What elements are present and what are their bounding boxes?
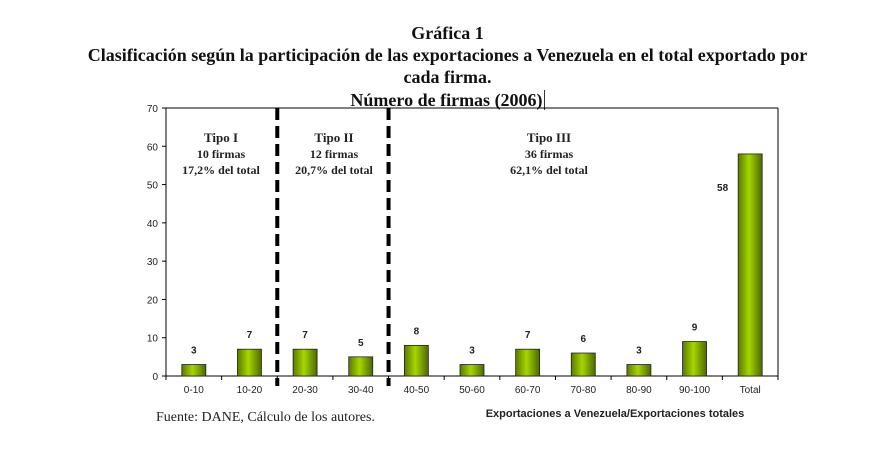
bar-90-100 — [682, 341, 707, 377]
chart-title-line2: cada firma. — [403, 67, 492, 87]
y-tick-label: 20 — [147, 295, 159, 306]
data-label: 3 — [469, 346, 475, 357]
x-tick-label: 30-40 — [348, 385, 374, 396]
x-tick-label: 0-10 — [184, 385, 204, 396]
y-tick-label: 0 — [152, 372, 158, 383]
data-label: 58 — [717, 183, 729, 194]
group-annotation: 36 firmas — [525, 147, 574, 161]
source-note: Fuente: DANE, Cálculo de los autores. — [156, 410, 375, 425]
x-tick-label: 80-90 — [626, 385, 652, 396]
x-tick-label: 40-50 — [404, 385, 430, 396]
group-annotation: Tipo II — [314, 130, 353, 145]
data-label: 3 — [636, 346, 642, 357]
x-axis-label: Exportaciones a Venezuela/Exportaciones … — [486, 408, 745, 420]
bar-10-20 — [237, 348, 262, 377]
data-label: 6 — [580, 334, 586, 345]
data-label: 5 — [358, 338, 364, 349]
bar-50-60 — [459, 364, 485, 377]
data-label: 9 — [692, 323, 698, 334]
bar-60-70 — [515, 348, 541, 377]
y-tick-label: 60 — [147, 142, 159, 153]
x-tick-label: 60-70 — [515, 385, 541, 396]
data-label: 7 — [525, 330, 531, 341]
x-tick-label: 50-60 — [459, 385, 485, 396]
group-annotation: 62,1% del total — [510, 163, 588, 177]
data-label: 3 — [191, 346, 197, 357]
group-annotation: 12 firmas — [310, 147, 359, 161]
chart-title-line1: Clasificación según la participación de … — [87, 45, 808, 65]
bar-30-40 — [348, 356, 374, 377]
group-annotation: 20,7% del total — [295, 163, 373, 177]
y-tick-label: 10 — [147, 334, 159, 345]
data-label: 7 — [302, 330, 308, 341]
bar-40-50 — [403, 344, 429, 377]
x-tick-label: 70-80 — [570, 385, 596, 396]
chart-subtitle-text: Número de firmas (2006) — [350, 90, 545, 110]
data-label: 8 — [414, 326, 420, 337]
group-annotation: 17,2% del total — [182, 163, 260, 177]
chart-subtitle: Número de firmas (2006) — [0, 89, 895, 111]
y-tick-label: 30 — [147, 257, 159, 268]
x-tick-label: Total — [740, 385, 761, 396]
y-tick-label: 50 — [147, 181, 159, 192]
group-annotation: Tipo III — [527, 130, 571, 145]
bar-80-90 — [626, 364, 652, 377]
bar-20-30 — [292, 348, 318, 377]
x-tick-label: 20-30 — [292, 385, 318, 396]
y-tick-label: 40 — [147, 219, 159, 230]
figure-number: Gráfica 1 — [411, 23, 484, 43]
bar-0-10 — [181, 364, 207, 377]
group-annotation: 10 firmas — [197, 147, 246, 161]
x-tick-label: 90-100 — [679, 385, 711, 396]
y-tick-label: 70 — [147, 104, 159, 115]
group-annotation: Tipo I — [204, 130, 238, 145]
bar-70-80 — [570, 352, 596, 377]
x-tick-label: 10-20 — [237, 385, 263, 396]
data-label: 7 — [247, 330, 253, 341]
bar-Total — [737, 153, 763, 377]
